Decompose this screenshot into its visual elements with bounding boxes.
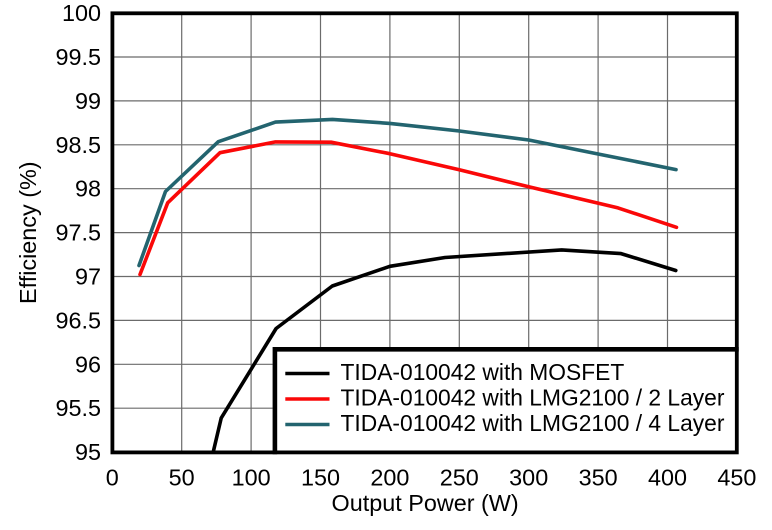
svg-text:TIDA-010042 with LMG2100 / 2 L: TIDA-010042 with LMG2100 / 2 Layer [341, 384, 725, 410]
svg-text:Output Power (W): Output Power (W) [332, 490, 519, 516]
svg-text:400: 400 [648, 465, 687, 491]
svg-text:95: 95 [75, 439, 101, 465]
svg-text:100: 100 [232, 465, 271, 491]
svg-text:250: 250 [440, 465, 479, 491]
svg-text:150: 150 [301, 465, 340, 491]
svg-text:97.5: 97.5 [55, 220, 101, 246]
svg-text:350: 350 [579, 465, 618, 491]
svg-text:97: 97 [75, 264, 101, 290]
svg-text:Efficiency (%): Efficiency (%) [15, 161, 41, 304]
svg-text:100: 100 [62, 0, 101, 26]
svg-text:50: 50 [169, 465, 195, 491]
svg-text:96.5: 96.5 [55, 307, 101, 333]
svg-text:300: 300 [509, 465, 548, 491]
svg-text:0: 0 [106, 465, 119, 491]
svg-text:98: 98 [75, 176, 101, 202]
svg-text:95.5: 95.5 [55, 395, 101, 421]
svg-text:96: 96 [75, 351, 101, 377]
svg-text:200: 200 [370, 465, 409, 491]
svg-text:450: 450 [717, 465, 756, 491]
svg-text:98.5: 98.5 [55, 132, 101, 158]
svg-text:TIDA-010042 with LMG2100 / 4 L: TIDA-010042 with LMG2100 / 4 Layer [341, 410, 725, 436]
svg-text:99: 99 [75, 88, 101, 114]
svg-text:99.5: 99.5 [55, 44, 101, 70]
svg-text:TIDA-010042 with MOSFET: TIDA-010042 with MOSFET [341, 359, 625, 385]
